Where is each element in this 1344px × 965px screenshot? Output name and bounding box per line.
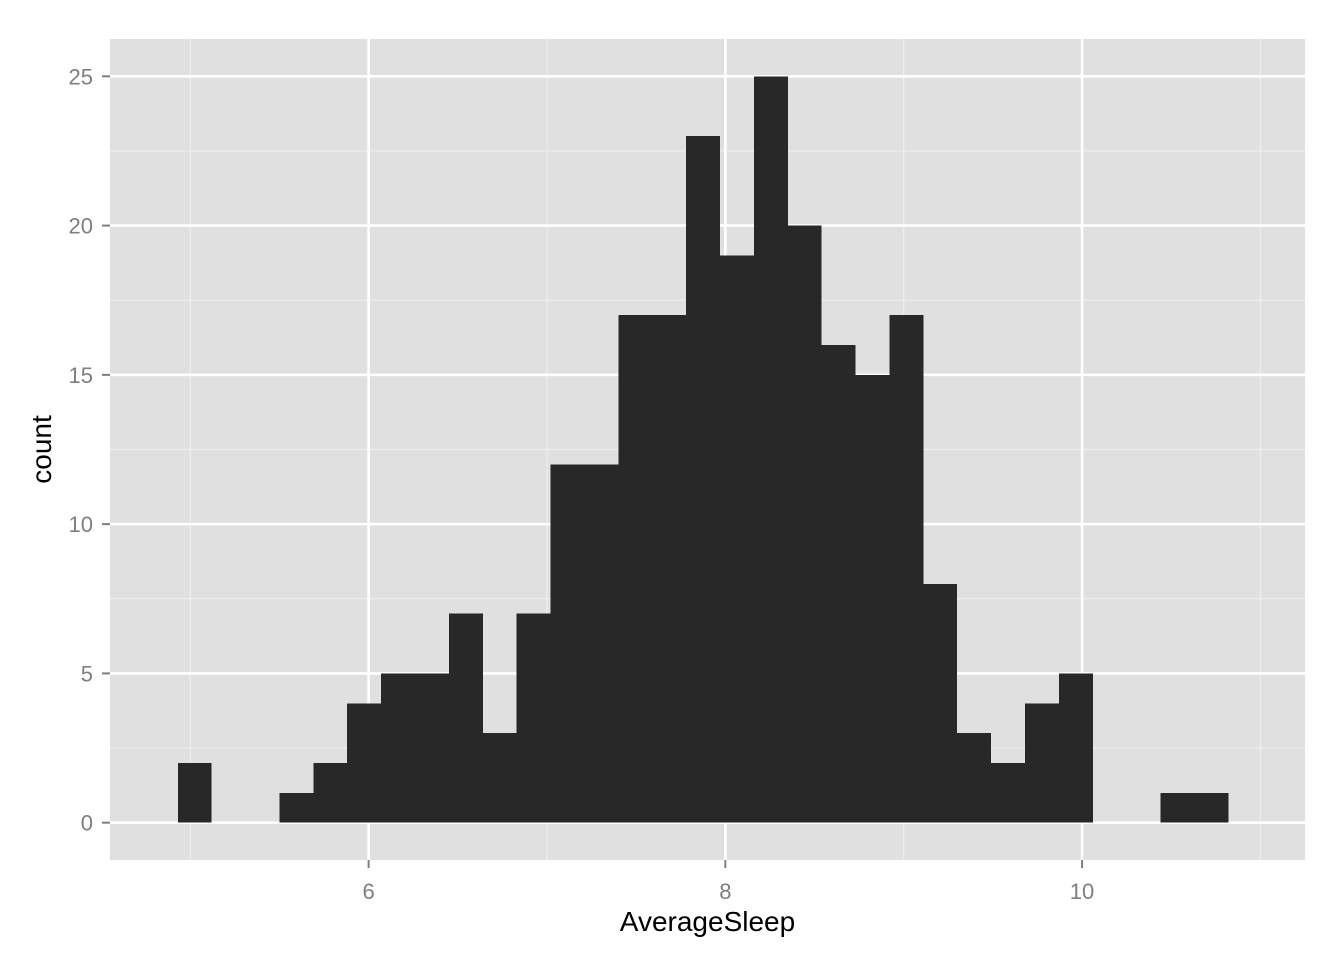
histogram-bar [719, 255, 754, 823]
histogram-bar [991, 762, 1025, 823]
histogram-bar [347, 703, 382, 823]
histogram-bar [516, 613, 551, 823]
x-tick-label: 10 [1070, 879, 1094, 904]
y-axis-title: count [26, 415, 57, 484]
histogram-bar [618, 315, 653, 823]
histogram-bar [855, 374, 890, 823]
y-tick-label: 10 [69, 512, 93, 537]
y-tick-label: 20 [69, 214, 93, 239]
histogram-bars [177, 76, 1229, 823]
y-axis-ticks: 0 5 10 15 20 25 [69, 64, 110, 836]
histogram-bar [1160, 792, 1195, 823]
histogram-bar [448, 613, 483, 823]
histogram-bar [482, 733, 517, 823]
histogram-bar [1194, 792, 1229, 823]
histogram-bar [177, 762, 212, 823]
histogram-bar [1058, 673, 1093, 823]
histogram-bar [889, 315, 924, 823]
histogram-bar [584, 464, 619, 823]
histogram-bar [821, 345, 856, 823]
histogram-bar [957, 733, 992, 823]
y-tick-label: 15 [69, 363, 93, 388]
y-tick-label: 0 [81, 811, 93, 836]
x-axis-ticks: 6 8 10 [362, 860, 1094, 904]
histogram-bar [381, 673, 415, 823]
histogram-bar [753, 76, 788, 823]
histogram-bar [686, 136, 720, 823]
histogram-bar [787, 225, 822, 823]
x-axis-title: AverageSleep [620, 906, 795, 937]
histogram-bar [313, 762, 348, 823]
x-tick-label: 6 [362, 879, 374, 904]
histogram-bar [923, 583, 958, 823]
histogram-bar [550, 464, 585, 823]
y-tick-label: 5 [81, 661, 93, 686]
histogram-bar [1024, 703, 1059, 823]
histogram-bar [414, 673, 449, 823]
histogram-bar [279, 792, 314, 823]
x-tick-label: 8 [719, 879, 731, 904]
histogram-bar [652, 315, 687, 823]
y-tick-label: 25 [69, 64, 93, 89]
